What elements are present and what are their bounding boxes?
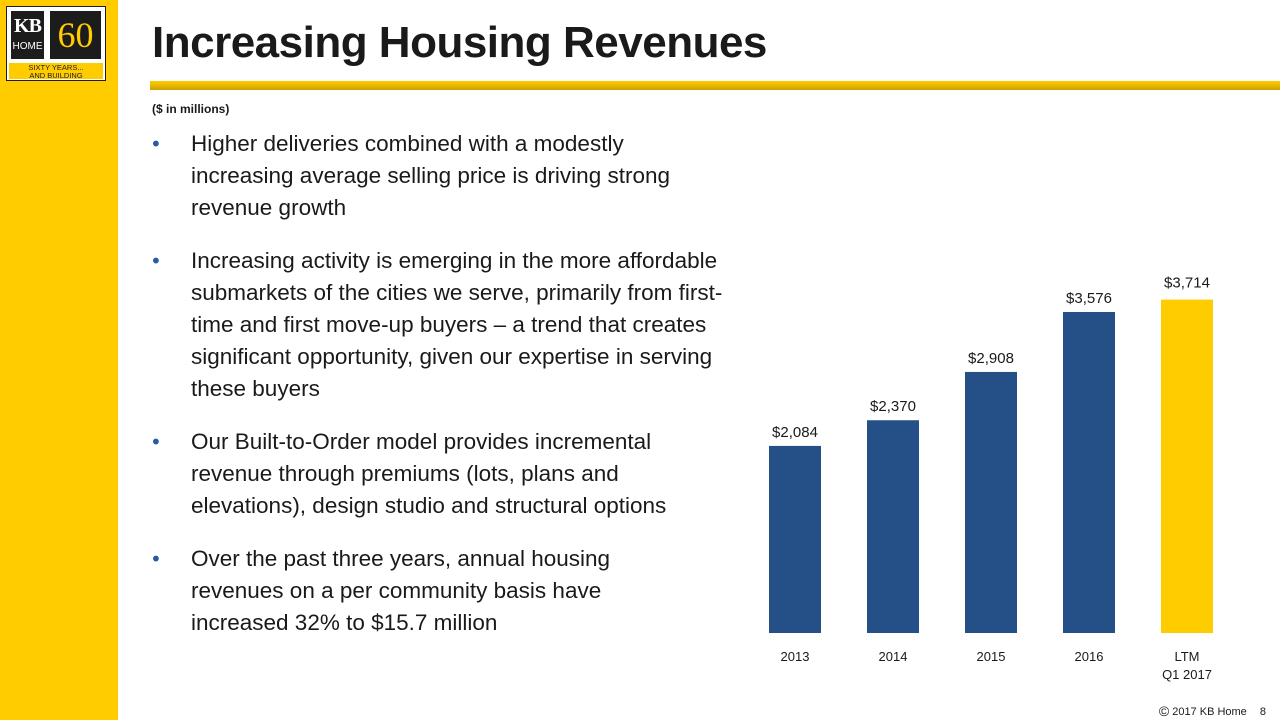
bullet-item: • Over the past three years, annual hous… (148, 543, 748, 639)
x-tick-label: 2014 (879, 649, 908, 664)
bar-2014 (867, 420, 919, 633)
revenue-bar-chart: $2,084 2013 $2,370 2014 $2,908 2015 $3,576 2016… (769, 275, 1213, 682)
logo-brand-top: KB (14, 15, 42, 37)
sidebar-accent: KB HOME 60 SIXTY YEARS... AND BUILDING (0, 0, 118, 720)
title-underline (150, 81, 1280, 90)
bar-ltm-q1-2017 (1161, 299, 1213, 633)
bullet-text: Our Built-to-Order model provides increm… (191, 429, 667, 518)
kb-home-logo: KB HOME 60 SIXTY YEARS... AND BUILDING (6, 6, 106, 81)
bullet-dot-icon: • (150, 249, 162, 273)
unit-note: ($ in millions) (152, 102, 230, 116)
logo-anniversary-block: 60 (48, 9, 103, 61)
bullet-text: Increasing activity is emerging in the m… (191, 248, 723, 401)
bar-2016 (1063, 311, 1115, 633)
logo-tagline-line-2: AND BUILDING (29, 70, 83, 80)
data-label: $3,576 (1066, 290, 1112, 307)
bullet-text: Higher deliveries combined with a modest… (191, 131, 670, 220)
footer: © 2017 KB Home 8 (1159, 703, 1266, 719)
page-title: Increasing Housing Revenues (152, 18, 767, 67)
data-label: $2,370 (870, 398, 916, 415)
bullet-text: Over the past three years, annual housin… (191, 546, 611, 635)
bullet-item: • Increasing activity is emerging in the… (148, 245, 748, 405)
logo-brand-bottom: HOME (12, 41, 43, 52)
bar-2013 (769, 445, 821, 633)
x-tick-label: 2015 (977, 649, 1006, 664)
bar-2015 (965, 371, 1017, 633)
copyright-icon: © (1158, 703, 1170, 719)
copyright-text: 2017 KB Home (1172, 706, 1247, 718)
bullet-dot-icon: • (150, 132, 162, 156)
logo-tagline: SIXTY YEARS... AND BUILDING (9, 63, 103, 79)
x-tick-label: LTM (1174, 649, 1199, 664)
bullet-list: • Higher deliveries combined with a mode… (148, 128, 748, 660)
page-number: 8 (1259, 706, 1266, 718)
bullet-dot-icon: • (150, 547, 162, 571)
logo-anniversary: 60 (57, 15, 94, 55)
logo-kb-block: KB HOME (9, 9, 46, 61)
bullet-item: • Our Built-to-Order model provides incr… (148, 426, 748, 522)
x-tick-label: 2016 (1075, 649, 1104, 664)
x-tick-label: Q1 2017 (1162, 667, 1212, 682)
data-label: $2,084 (772, 424, 818, 441)
data-label: $3,714 (1164, 275, 1210, 292)
bullet-item: • Higher deliveries combined with a mode… (148, 128, 748, 224)
logo-tagline-line-1: SIXTY YEARS... (28, 63, 84, 72)
data-label: $2,908 (968, 350, 1014, 367)
bullet-dot-icon: • (150, 430, 162, 454)
x-tick-label: 2013 (781, 649, 810, 664)
